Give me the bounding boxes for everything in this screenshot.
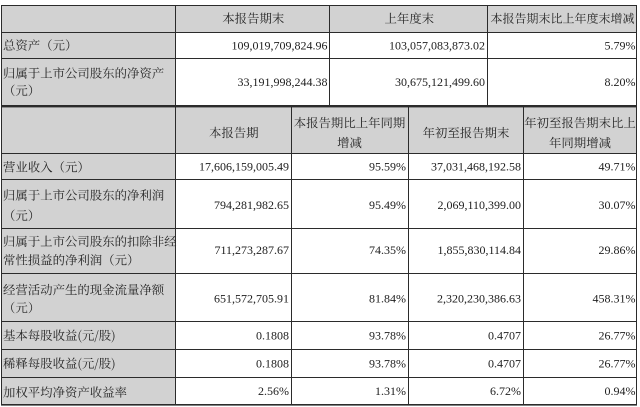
svg-text:1.31%: 1.31% xyxy=(375,384,406,398)
svg-text:74.35%: 74.35% xyxy=(369,243,406,257)
svg-text:6.72%: 6.72% xyxy=(490,384,521,398)
svg-text:2,069,110,399.00: 2,069,110,399.00 xyxy=(437,198,521,212)
svg-text:109,019,709,824.96: 109,019,709,824.96 xyxy=(232,39,328,53)
svg-text:30.07%: 30.07% xyxy=(599,198,636,212)
svg-text:651,572,705.91: 651,572,705.91 xyxy=(214,291,289,305)
svg-text:5.79%: 5.79% xyxy=(605,39,636,53)
svg-text:26.77%: 26.77% xyxy=(599,328,636,342)
svg-text:0.4707: 0.4707 xyxy=(488,328,521,342)
svg-text:103,057,083,873.02: 103,057,083,873.02 xyxy=(389,39,485,53)
svg-text:33,191,998,244.38: 33,191,998,244.38 xyxy=(238,75,328,89)
svg-text:0.1808: 0.1808 xyxy=(256,328,289,342)
svg-text:95.59%: 95.59% xyxy=(369,159,406,173)
svg-text:37,031,468,192.58: 37,031,468,192.58 xyxy=(431,159,521,173)
svg-text:93.78%: 93.78% xyxy=(369,356,406,370)
svg-text:8.20%: 8.20% xyxy=(605,75,636,89)
svg-text:458.31%: 458.31% xyxy=(593,291,636,305)
svg-text:711,273,287.67: 711,273,287.67 xyxy=(214,243,289,257)
svg-text:26.77%: 26.77% xyxy=(599,356,636,370)
svg-text:2.56%: 2.56% xyxy=(258,384,289,398)
svg-text:29.86%: 29.86% xyxy=(599,243,636,257)
svg-text:794,281,982.65: 794,281,982.65 xyxy=(214,198,289,212)
svg-text:0.4707: 0.4707 xyxy=(488,356,521,370)
svg-text:30,675,121,499.60: 30,675,121,499.60 xyxy=(395,75,485,89)
svg-text:0.94%: 0.94% xyxy=(605,384,636,398)
svg-text:95.49%: 95.49% xyxy=(369,198,406,212)
svg-text:81.84%: 81.84% xyxy=(369,291,406,305)
svg-text:17,606,159,005.49: 17,606,159,005.49 xyxy=(199,159,289,173)
svg-text:49.71%: 49.71% xyxy=(599,159,636,173)
svg-text:2,320,230,386.63: 2,320,230,386.63 xyxy=(437,291,521,305)
svg-text:1,855,830,114.84: 1,855,830,114.84 xyxy=(437,243,521,257)
svg-text:93.78%: 93.78% xyxy=(369,328,406,342)
svg-text:0.1808: 0.1808 xyxy=(256,356,289,370)
